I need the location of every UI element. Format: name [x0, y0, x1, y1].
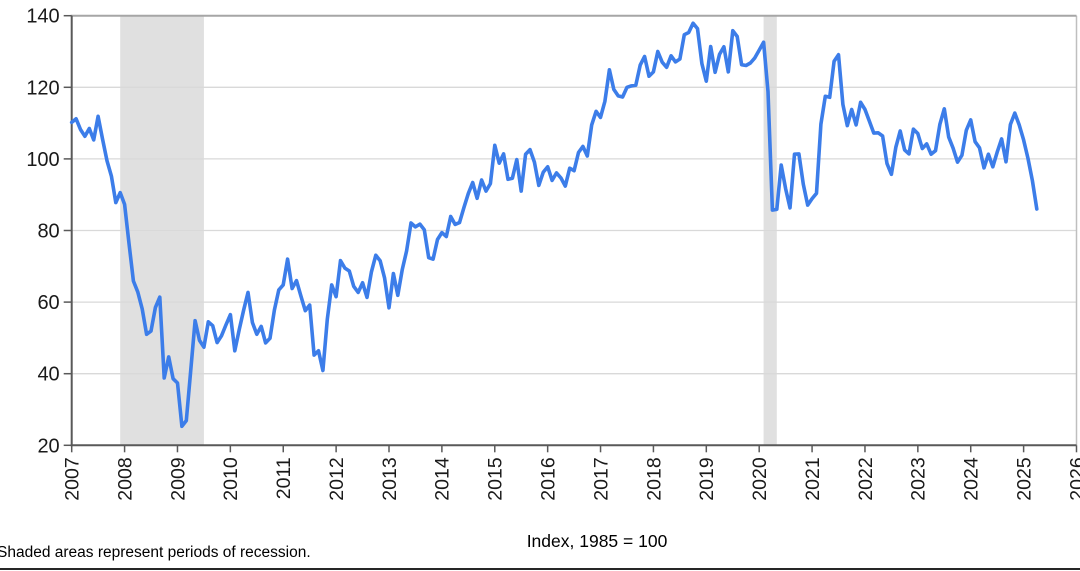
x-tick-label: 2015	[485, 457, 507, 501]
x-tick-label: 2026	[1066, 457, 1080, 500]
y-tick-label: 100	[26, 149, 59, 171]
y-tick-label: 80	[37, 221, 59, 243]
x-tick-label: 2021	[802, 457, 824, 500]
x-tick-label: 2014	[432, 457, 454, 501]
y-tick-label: 60	[37, 292, 59, 314]
y-tick-label: 140	[26, 6, 59, 28]
x-tick-label: 2019	[696, 457, 718, 500]
x-tick-label: 2025	[1013, 457, 1035, 501]
x-tick-label: 2011	[273, 457, 295, 499]
x-tick-label: 2007	[62, 457, 84, 500]
y-tick-label: 20	[37, 435, 59, 457]
confidence-line	[69, 21, 1039, 429]
x-tick-label: 2017	[590, 457, 612, 500]
x-tick-label: 2012	[326, 457, 348, 500]
y-tick-label: 40	[37, 364, 59, 386]
index-base-note: Index, 1985 = 100	[526, 531, 668, 551]
x-tick-label: 2010	[220, 457, 242, 501]
x-tick-label: 2009	[167, 457, 189, 500]
x-tick-label: 2024	[961, 457, 983, 501]
x-tick-label: 2016	[537, 457, 559, 500]
x-tick-label: 2013	[379, 457, 401, 500]
recession-note: Shaded areas represent periods of recess…	[0, 543, 311, 561]
footnotes: Shaded areas represent periods of recess…	[0, 506, 344, 571]
x-tick-label: 2018	[643, 457, 665, 500]
x-tick-label: 2008	[114, 457, 136, 500]
x-tick-label: 2023	[908, 457, 930, 500]
y-tick-label: 120	[26, 77, 59, 99]
x-tick-label: 2022	[855, 457, 877, 500]
x-tick-label: 2020	[749, 457, 771, 501]
bottom-divider	[0, 568, 1080, 570]
